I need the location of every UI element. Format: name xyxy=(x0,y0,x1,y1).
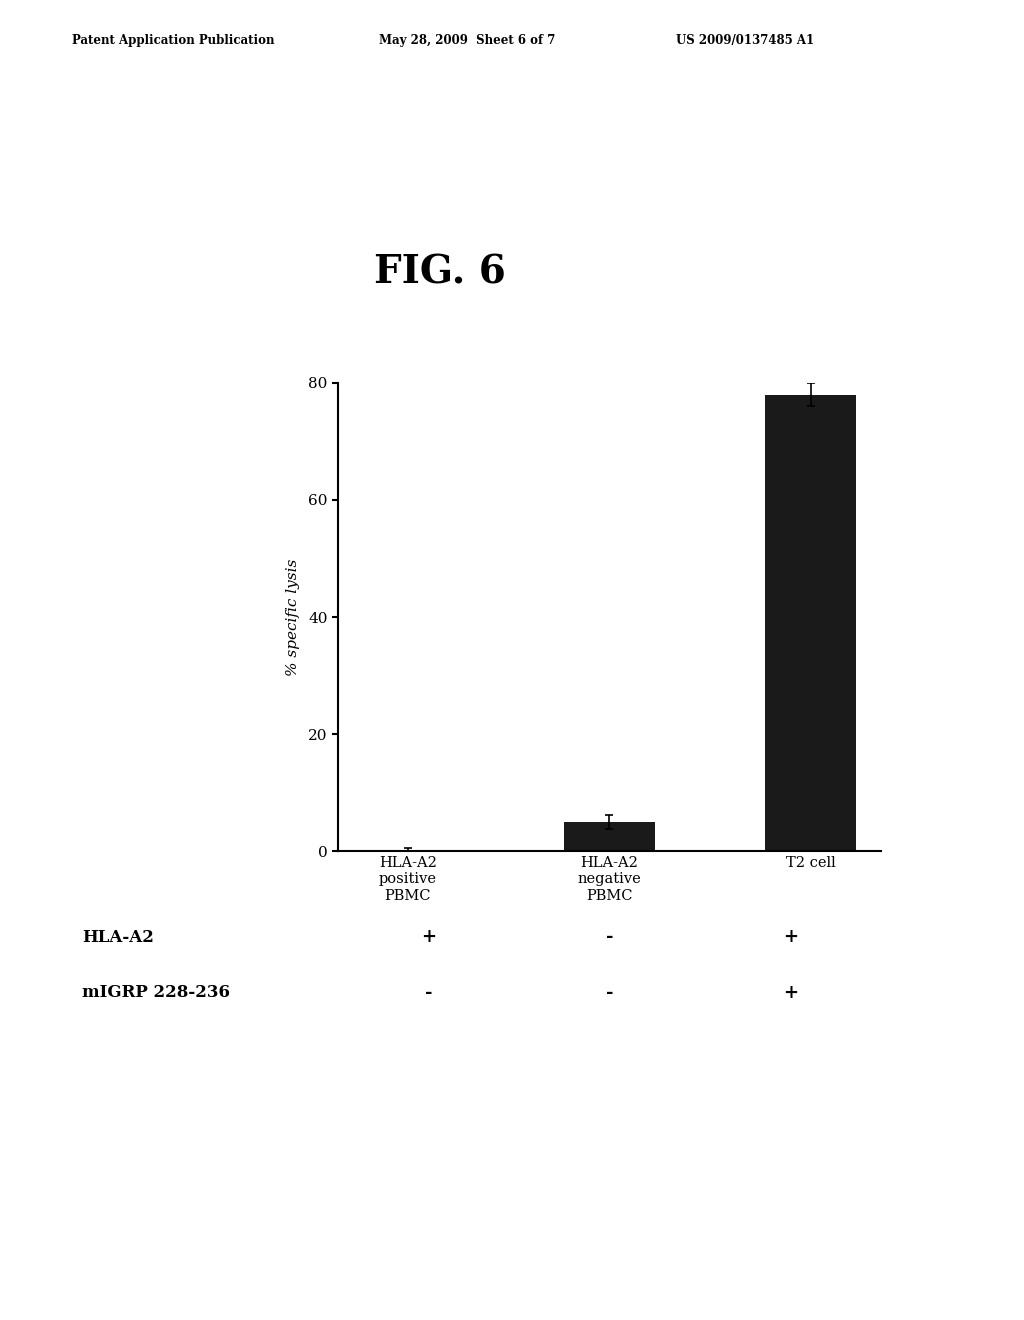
Bar xyxy=(362,850,454,851)
Text: US 2009/0137485 A1: US 2009/0137485 A1 xyxy=(676,33,814,46)
Text: +: + xyxy=(782,983,798,1002)
Text: -: - xyxy=(605,983,613,1002)
Text: HLA-A2: HLA-A2 xyxy=(82,929,154,945)
Text: -: - xyxy=(425,983,432,1002)
Text: +: + xyxy=(782,928,798,946)
Text: +: + xyxy=(421,928,436,946)
Text: mIGRP 228-236: mIGRP 228-236 xyxy=(82,985,230,1001)
Text: May 28, 2009  Sheet 6 of 7: May 28, 2009 Sheet 6 of 7 xyxy=(379,33,555,46)
Y-axis label: % specific lysis: % specific lysis xyxy=(286,558,300,676)
Text: Patent Application Publication: Patent Application Publication xyxy=(72,33,274,46)
Text: FIG. 6: FIG. 6 xyxy=(375,253,506,292)
Text: -: - xyxy=(605,928,613,946)
Bar xyxy=(564,822,654,851)
Bar xyxy=(765,395,856,851)
